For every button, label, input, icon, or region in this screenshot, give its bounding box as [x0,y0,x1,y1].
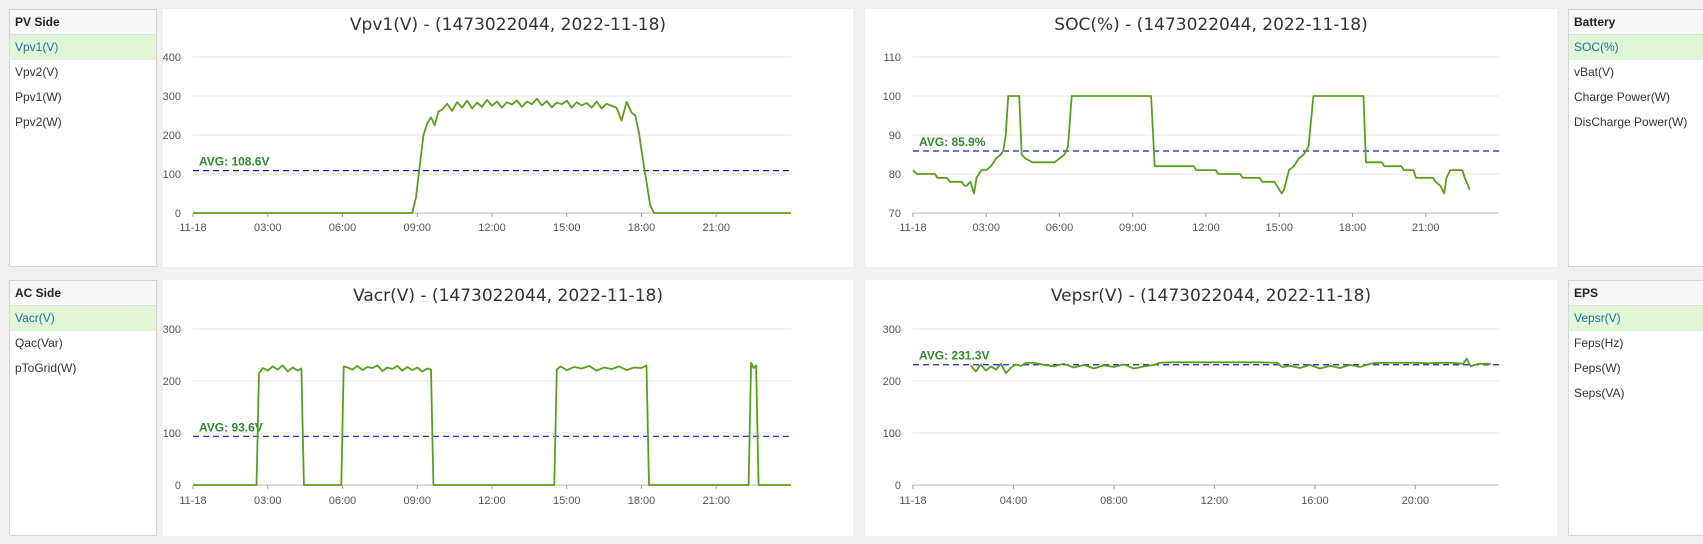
y-tick-label: 100 [163,428,181,440]
avg-label: AVG: 85.9% [919,135,986,149]
eps-item-vepsr-v[interactable]: Vepsr(V) [1569,306,1703,331]
chart-title: Vacr(V) - (1473022044, 2022-11-18) [353,286,663,306]
x-tick-label: 21:00 [702,222,730,234]
pv-item-vpv2-v[interactable]: Vpv2(V) [15,65,59,79]
y-tick-label: 300 [883,324,901,336]
x-tick-label: 21:00 [1412,222,1440,234]
y-tick-label: 0 [895,480,901,492]
x-tick-label: 09:00 [403,222,431,234]
x-tick-label: 04:00 [1000,495,1028,507]
ac-item-ptogrid-w[interactable]: pToGrid(W) [15,361,77,375]
eps-item-seps-va[interactable]: Seps(VA) [1574,386,1625,400]
x-tick-label: 11-18 [179,495,206,507]
x-tick-label: 06:00 [1046,222,1074,234]
battery-item-vbat-v[interactable]: vBat(V) [1574,65,1615,79]
vacr-chart: Vacr(V) - (1473022044, 2022-11-18) 0 100 20… [163,286,791,507]
x-tick-label: 18:00 [1339,222,1367,234]
y-tick-label: 400 [163,52,181,64]
battery-item-soc[interactable]: SOC(%) [1569,35,1703,60]
y-tick-label: 0 [175,208,181,220]
x-tick-label: 15:00 [553,222,581,234]
y-tick-label: 300 [163,91,181,103]
x-tick-label: 08:00 [1100,495,1128,507]
y-tick-label: 110 [883,52,901,64]
y-tick-label: 200 [883,376,901,388]
vepsr-chart: Vepsr(V) - (1473022044, 2022-11-18) 0 100 2… [883,286,1499,507]
pv-item-ppv1-w[interactable]: Ppv1(W) [15,90,62,104]
x-tick-label: 11-18 [899,495,926,507]
x-tick-label: 06:00 [329,222,357,234]
y-tick-label: 100 [883,428,901,440]
x-tick-label: 11-18 [899,222,926,234]
x-tick-label: 21:00 [702,495,730,507]
x-tick-label: 18:00 [628,222,656,234]
y-tick-label: 100 [883,91,901,103]
battery-header: Battery [1569,10,1703,35]
series-line-0 [193,361,791,486]
vepsr-chart-panel: Vepsr(V) - (1473022044, 2022-11-18) 0 100 2… [865,280,1557,536]
x-tick-label: 03:00 [254,222,282,234]
x-tick-label: 06:00 [329,495,357,507]
vacr-chart-panel: Vacr(V) - (1473022044, 2022-11-18) 0 100 20… [163,280,853,536]
x-tick-label: 12:00 [478,495,506,507]
eps-panel: EPS Vepsr(V) Feps(Hz) Peps(W) Seps(VA) [1568,280,1703,536]
avg-label: AVG: 93.6V [199,420,263,434]
chart-title: Vepsr(V) - (1473022044, 2022-11-18) [1051,286,1371,306]
eps-item-feps-hz[interactable]: Feps(Hz) [1574,336,1624,350]
x-tick-label: 20:00 [1402,495,1430,507]
vpv1-chart: Vpv1(V) - (1473022044, 2022-11-18) 0 100 20… [163,15,791,234]
battery-panel: Battery SOC(%) vBat(V) Charge Power(W) DisC… [1568,9,1703,267]
series-line-0 [970,357,1491,375]
x-tick-label: 16:00 [1301,495,1329,507]
eps-item-peps-w[interactable]: Peps(W) [1574,361,1621,375]
y-tick-label: 0 [175,480,181,492]
pv-side-panel: PV Side Vpv1(V) Vpv2(V) Ppv1(W) Ppv2(W) [9,9,157,267]
x-tick-label: 03:00 [254,495,282,507]
ac-side-panel: AC Side Vacr(V) Qac(Var) pToGrid(W) [9,280,157,536]
y-tick-label: 200 [163,376,181,388]
battery-item-charge-power-w[interactable]: Charge Power(W) [1574,90,1671,104]
y-tick-label: 70 [889,208,901,220]
x-tick-label: 15:00 [1265,222,1293,234]
pv-side-header: PV Side [10,10,156,35]
x-tick-label: 12:00 [1201,495,1229,507]
eps-header: EPS [1569,281,1703,306]
x-tick-label: 12:00 [478,222,506,234]
y-tick-label: 200 [163,130,181,142]
ac-item-vacr-v[interactable]: Vacr(V) [10,306,156,331]
x-tick-label: 18:00 [628,495,656,507]
x-tick-label: 12:00 [1192,222,1220,234]
y-tick-label: 300 [163,324,181,336]
x-tick-label: 11-18 [179,222,206,234]
y-tick-label: 80 [889,169,901,181]
y-tick-label: 100 [163,169,181,181]
series-line-0 [193,97,791,214]
ac-item-qac-var[interactable]: Qac(Var) [15,336,63,350]
battery-item-discharge-power-w[interactable]: DisCharge Power(W) [1574,115,1688,129]
chart-title: Vpv1(V) - (1473022044, 2022-11-18) [350,15,666,35]
y-tick-label: 90 [889,130,901,142]
avg-label: AVG: 231.3V [919,349,989,363]
pv-item-vpv1-v[interactable]: Vpv1(V) [10,35,156,60]
x-tick-label: 09:00 [403,495,431,507]
chart-title: SOC(%) - (1473022044, 2022-11-18) [1054,15,1367,35]
x-tick-label: 15:00 [553,495,581,507]
vpv1-chart-panel: Vpv1(V) - (1473022044, 2022-11-18) 0 100 20… [163,9,853,267]
series-line-0 [912,95,1471,195]
soc-chart-panel: SOC(%) - (1473022044, 2022-11-18) 70 80 90 1… [865,9,1557,267]
x-tick-label: 03:00 [972,222,1000,234]
avg-label: AVG: 108.6V [199,155,269,169]
soc-chart: SOC(%) - (1473022044, 2022-11-18) 70 80 90 1… [883,15,1499,234]
pv-item-ppv2-w[interactable]: Ppv2(W) [15,115,62,129]
ac-side-header: AC Side [10,281,156,306]
x-tick-label: 09:00 [1119,222,1147,234]
